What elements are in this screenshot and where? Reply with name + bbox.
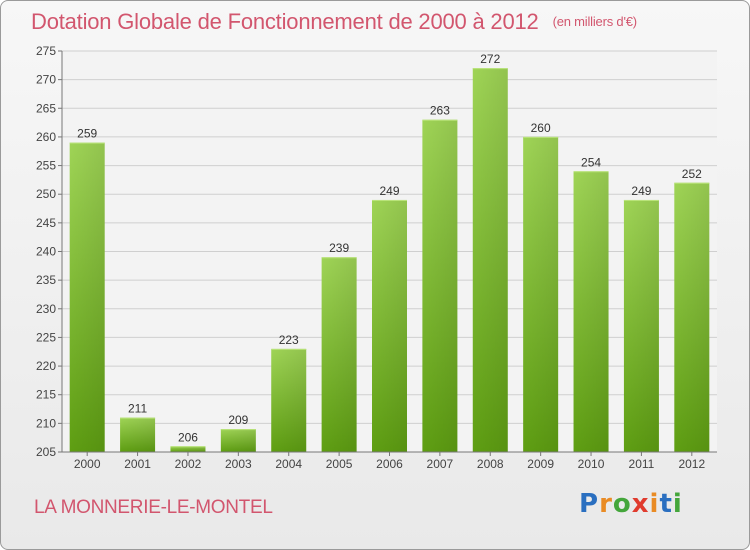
bar-shade <box>220 429 256 452</box>
y-tick-label: 270 <box>36 73 56 87</box>
bar-shade <box>472 68 508 452</box>
data-label: 223 <box>279 333 299 347</box>
chart-title: Dotation Globale de Fonctionnement de 20… <box>31 9 637 35</box>
bar-shade <box>69 142 105 452</box>
x-tick-label: 2004 <box>275 457 302 471</box>
bar-shade <box>573 171 609 453</box>
logo-letter: t <box>659 489 673 519</box>
data-label: 209 <box>228 413 248 427</box>
bar-shade <box>170 446 206 452</box>
chart-title-text: Dotation Globale de Fonctionnement de 20… <box>31 9 539 34</box>
x-tick-label: 2000 <box>74 457 101 471</box>
logo-letter: o <box>612 489 632 519</box>
data-labels: 259 211 206 209 223 239 249 263 272 260 254 249 252 <box>77 52 702 444</box>
bar-shade <box>372 199 407 452</box>
bar-shade <box>422 119 458 452</box>
data-label: 249 <box>631 184 651 198</box>
commune-name: LA MONNERIE-LE-MONTEL <box>34 497 273 518</box>
data-label: 239 <box>329 241 349 255</box>
bars <box>69 68 710 453</box>
y-tick-label: 255 <box>36 159 56 173</box>
proxiti-logo: Proxiti <box>579 489 683 519</box>
y-tick-label: 210 <box>36 416 56 430</box>
y-tick-label: 245 <box>36 216 56 230</box>
bar-shade <box>674 182 710 452</box>
logo-letter: i <box>672 489 683 519</box>
data-label: 211 <box>128 402 147 416</box>
y-tick-label: 205 <box>36 445 56 459</box>
y-tick-label: 215 <box>36 388 56 402</box>
y-tick-label: 265 <box>36 101 56 115</box>
logo-letter: r <box>599 489 613 519</box>
x-tick-label: 2010 <box>578 457 605 471</box>
chart-unit: (en milliers d'€) <box>552 14 638 29</box>
x-tick-label: 2008 <box>477 457 504 471</box>
bar-shade <box>120 417 156 452</box>
y-tick-label: 225 <box>36 330 56 344</box>
y-tick-label: 235 <box>36 273 56 287</box>
logo-letter: i <box>649 489 660 519</box>
x-tick-label: 2009 <box>527 457 554 471</box>
data-label: 206 <box>178 430 198 444</box>
y-tick-label: 250 <box>36 187 56 201</box>
data-label: 260 <box>531 121 551 135</box>
x-tick-label: 2012 <box>678 457 705 471</box>
x-tick-label: 2011 <box>629 457 655 471</box>
x-tick-label: 2003 <box>225 457 252 471</box>
logo-letter: P <box>579 489 600 519</box>
y-tick-label: 275 <box>36 44 56 58</box>
x-tick-label: 2002 <box>175 457 202 471</box>
y-tick-label: 240 <box>36 245 56 259</box>
logo-letter: x <box>631 489 650 519</box>
x-tick-label: 2001 <box>124 457 151 471</box>
bar-shade <box>523 136 559 452</box>
bar-shade <box>271 348 307 452</box>
y-tick-label: 220 <box>36 359 56 373</box>
y-tick-label: 230 <box>36 302 56 316</box>
data-label: 272 <box>480 52 500 66</box>
x-tick-label: 2007 <box>427 457 454 471</box>
axes: 205 210 215 220 225 230 235 240 245 250 255 260 265 2… <box>36 44 717 471</box>
x-tick-label: 2005 <box>326 457 353 471</box>
data-label: 259 <box>77 127 97 141</box>
y-tick-label: 260 <box>36 130 56 144</box>
x-tick-label: 2006 <box>376 457 403 471</box>
bar-shade <box>623 199 659 452</box>
bar-shade <box>321 257 357 452</box>
data-label: 249 <box>379 184 399 198</box>
data-label: 263 <box>430 104 450 118</box>
data-label: 252 <box>682 167 702 181</box>
data-label: 254 <box>581 155 601 169</box>
